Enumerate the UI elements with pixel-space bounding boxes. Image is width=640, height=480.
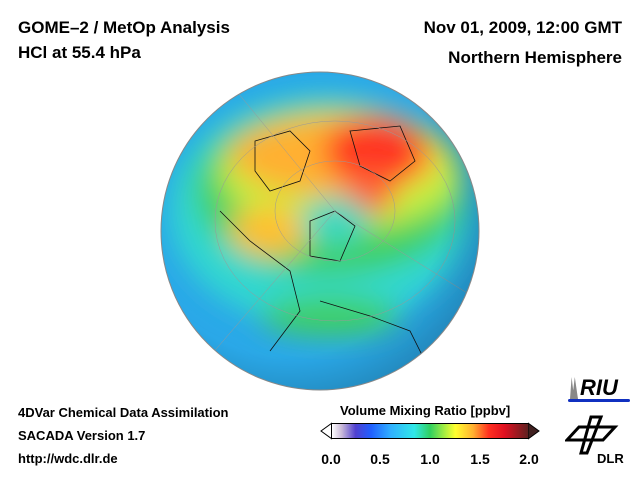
version-label: SACADA Version 1.7 (18, 428, 146, 443)
dlr-logo-icon (565, 415, 619, 455)
url-link[interactable]: http://wdc.dlr.de (18, 451, 118, 466)
colorbar-tick: 0.0 (321, 451, 341, 467)
method-label: 4DVar Chemical Data Assimilation (18, 405, 229, 420)
colorbar-tick: 1.0 (420, 451, 440, 467)
date-label: Nov 01, 2009, 12:00 GMT (423, 18, 622, 37)
colorbar-max-arrow (528, 422, 540, 440)
title: GOME–2 / MetOp Analysis (18, 18, 230, 37)
colorbar-tick: 0.5 (370, 451, 390, 467)
globe-map (160, 71, 480, 391)
colorbar-tick: 1.5 (470, 451, 490, 467)
region-label: Northern Hemisphere (448, 48, 622, 67)
colorbar-tick: 2.0 (519, 451, 539, 467)
colorbar-min-arrow (320, 422, 332, 440)
colorbar-title: Volume Mixing Ratio [ppbv] (340, 403, 511, 418)
subtitle: HCl at 55.4 hPa (18, 43, 141, 62)
dlr-logo-text: DLR (597, 451, 624, 466)
colorbar (331, 423, 529, 439)
